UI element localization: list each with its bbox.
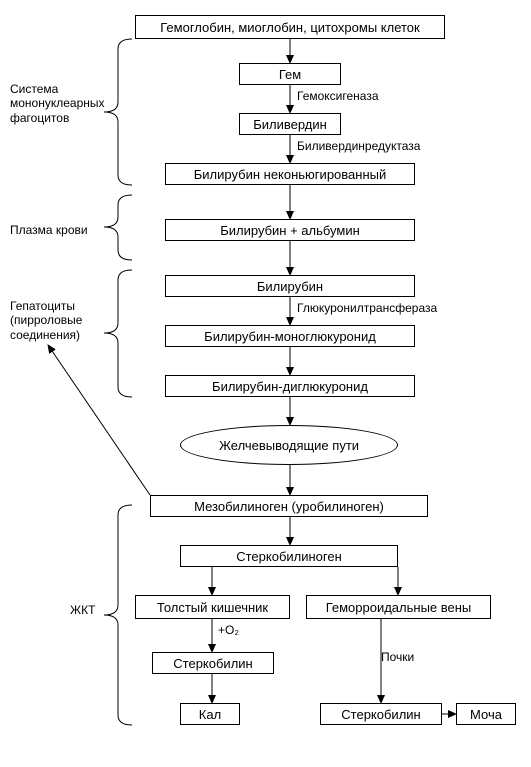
node-n2: Гем: [239, 63, 341, 85]
node-label: Стеркобилин: [341, 707, 420, 722]
node-n17: Моча: [456, 703, 516, 725]
node-n5: Билирубин + альбумин: [165, 219, 415, 241]
node-n8: Билирубин-диглюкуронид: [165, 375, 415, 397]
node-label: Стеркобилиноген: [236, 549, 342, 564]
node-label: Геморроидальные вены: [326, 600, 472, 615]
node-n1: Гемоглобин, миоглобин, цитохромы клеток: [135, 15, 445, 39]
node-label: Билирубин + альбумин: [220, 223, 360, 238]
node-n9: Желчевыводящие пути: [180, 425, 398, 465]
node-label: Билирубин: [257, 279, 323, 294]
node-label: Кал: [199, 707, 221, 722]
node-label: Билирубин-диглюкуронид: [212, 379, 368, 394]
node-n13: Геморроидальные вены: [306, 595, 491, 619]
node-label: Гем: [279, 67, 301, 82]
node-n4: Билирубин неконьюгированный: [165, 163, 415, 185]
node-label: Мезобилиноген (уробилиноген): [194, 499, 384, 514]
node-n11: Стеркобилиноген: [180, 545, 398, 567]
side-label-s2: Плазма крови: [10, 223, 130, 237]
node-label: Билирубин неконьюгированный: [194, 167, 386, 182]
side-label-s3: Гепатоциты (пирроловые соединения): [10, 299, 105, 342]
side-label-s4: ЖКТ: [70, 603, 120, 617]
node-n14: Стеркобилин: [152, 652, 274, 674]
node-n10: Мезобилиноген (уробилиноген): [150, 495, 428, 517]
edge-label-e4: +О₂: [218, 623, 239, 637]
edge-label-e1: Гемоксигеназа: [297, 89, 379, 103]
side-label-s1: Система мононуклеарных фагоцитов: [10, 82, 120, 125]
node-label: Толстый кишечник: [157, 600, 268, 615]
node-n6: Билирубин: [165, 275, 415, 297]
edge-label-e3: Глюкуронилтрансфераза: [297, 301, 437, 315]
edge-label-e5: Почки: [381, 650, 414, 664]
node-label: Билирубин-моноглюкуронид: [204, 329, 376, 344]
node-label: Желчевыводящие пути: [219, 438, 359, 453]
edge-label-e2: Биливердинредуктаза: [297, 139, 420, 153]
node-n7: Билирубин-моноглюкуронид: [165, 325, 415, 347]
node-label: Моча: [470, 707, 502, 722]
node-n3: Биливердин: [239, 113, 341, 135]
node-n15: Кал: [180, 703, 240, 725]
node-label: Стеркобилин: [173, 656, 252, 671]
node-label: Биливердин: [253, 117, 327, 132]
node-n12: Толстый кишечник: [135, 595, 290, 619]
node-n16: Стеркобилин: [320, 703, 442, 725]
node-label: Гемоглобин, миоглобин, цитохромы клеток: [160, 20, 419, 35]
